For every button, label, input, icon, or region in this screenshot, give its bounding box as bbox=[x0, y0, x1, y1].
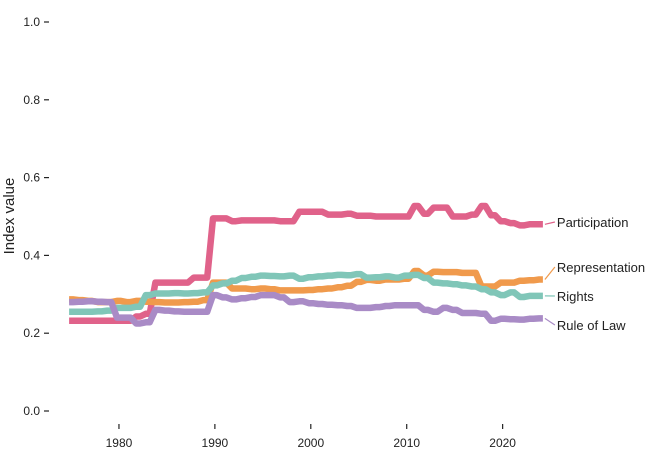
series-label: Rights bbox=[557, 289, 594, 304]
series-leader-line bbox=[544, 266, 556, 280]
y-tick-label: 0.2 bbox=[23, 326, 40, 340]
series-line-rule-of-law bbox=[69, 291, 543, 327]
y-tick-label: 0.0 bbox=[23, 404, 40, 418]
series-label: Rule of Law bbox=[557, 318, 626, 333]
y-axis: 0.0 0.2 0.4 0.6 0.8 1.0 bbox=[23, 15, 49, 418]
x-tick-label: 2000 bbox=[297, 436, 324, 450]
series-line-participation bbox=[69, 202, 543, 325]
y-tick-label: 0.6 bbox=[23, 171, 40, 185]
series-label: Participation bbox=[557, 215, 629, 230]
y-axis-title: Index value bbox=[1, 178, 18, 255]
series-label: Representation bbox=[557, 260, 645, 275]
y-tick-label: 1.0 bbox=[23, 15, 40, 29]
x-tick-label: 1980 bbox=[106, 436, 133, 450]
y-tick-label: 0.4 bbox=[23, 248, 40, 262]
x-tick-label: 2010 bbox=[393, 436, 420, 450]
series-leader-line bbox=[544, 221, 556, 225]
series-line-rights bbox=[69, 270, 543, 316]
x-axis: 1980 1990 2000 2010 2020 bbox=[106, 424, 516, 450]
series-line-representation bbox=[69, 267, 543, 306]
series-leader-line bbox=[544, 317, 556, 326]
y-tick-label: 0.8 bbox=[23, 93, 40, 107]
x-tick-label: 2020 bbox=[489, 436, 516, 450]
series-lines bbox=[69, 202, 543, 327]
x-tick-label: 1990 bbox=[202, 436, 229, 450]
series-labels: Participation Representation Rights Rule of… bbox=[544, 215, 645, 333]
